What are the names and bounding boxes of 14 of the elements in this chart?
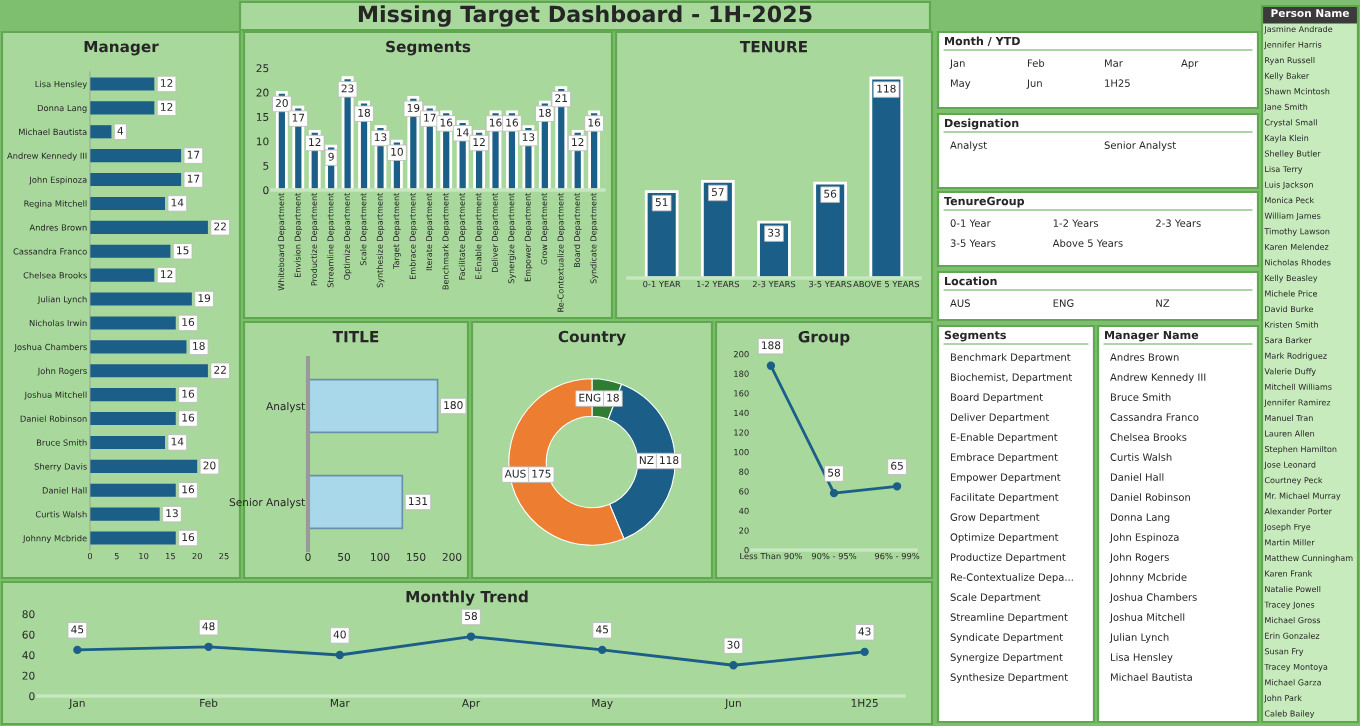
bar [869,76,904,278]
point [729,661,738,670]
point [598,645,607,655]
bar [644,190,679,278]
text: Missing Target Dashboard - 1H-2025 [358,5,812,27]
point [466,632,476,641]
point [892,482,902,491]
bar [90,316,176,330]
point [335,650,344,660]
point [829,488,839,498]
point [766,361,776,370]
point [860,647,869,657]
point [73,645,82,655]
point [204,642,213,651]
